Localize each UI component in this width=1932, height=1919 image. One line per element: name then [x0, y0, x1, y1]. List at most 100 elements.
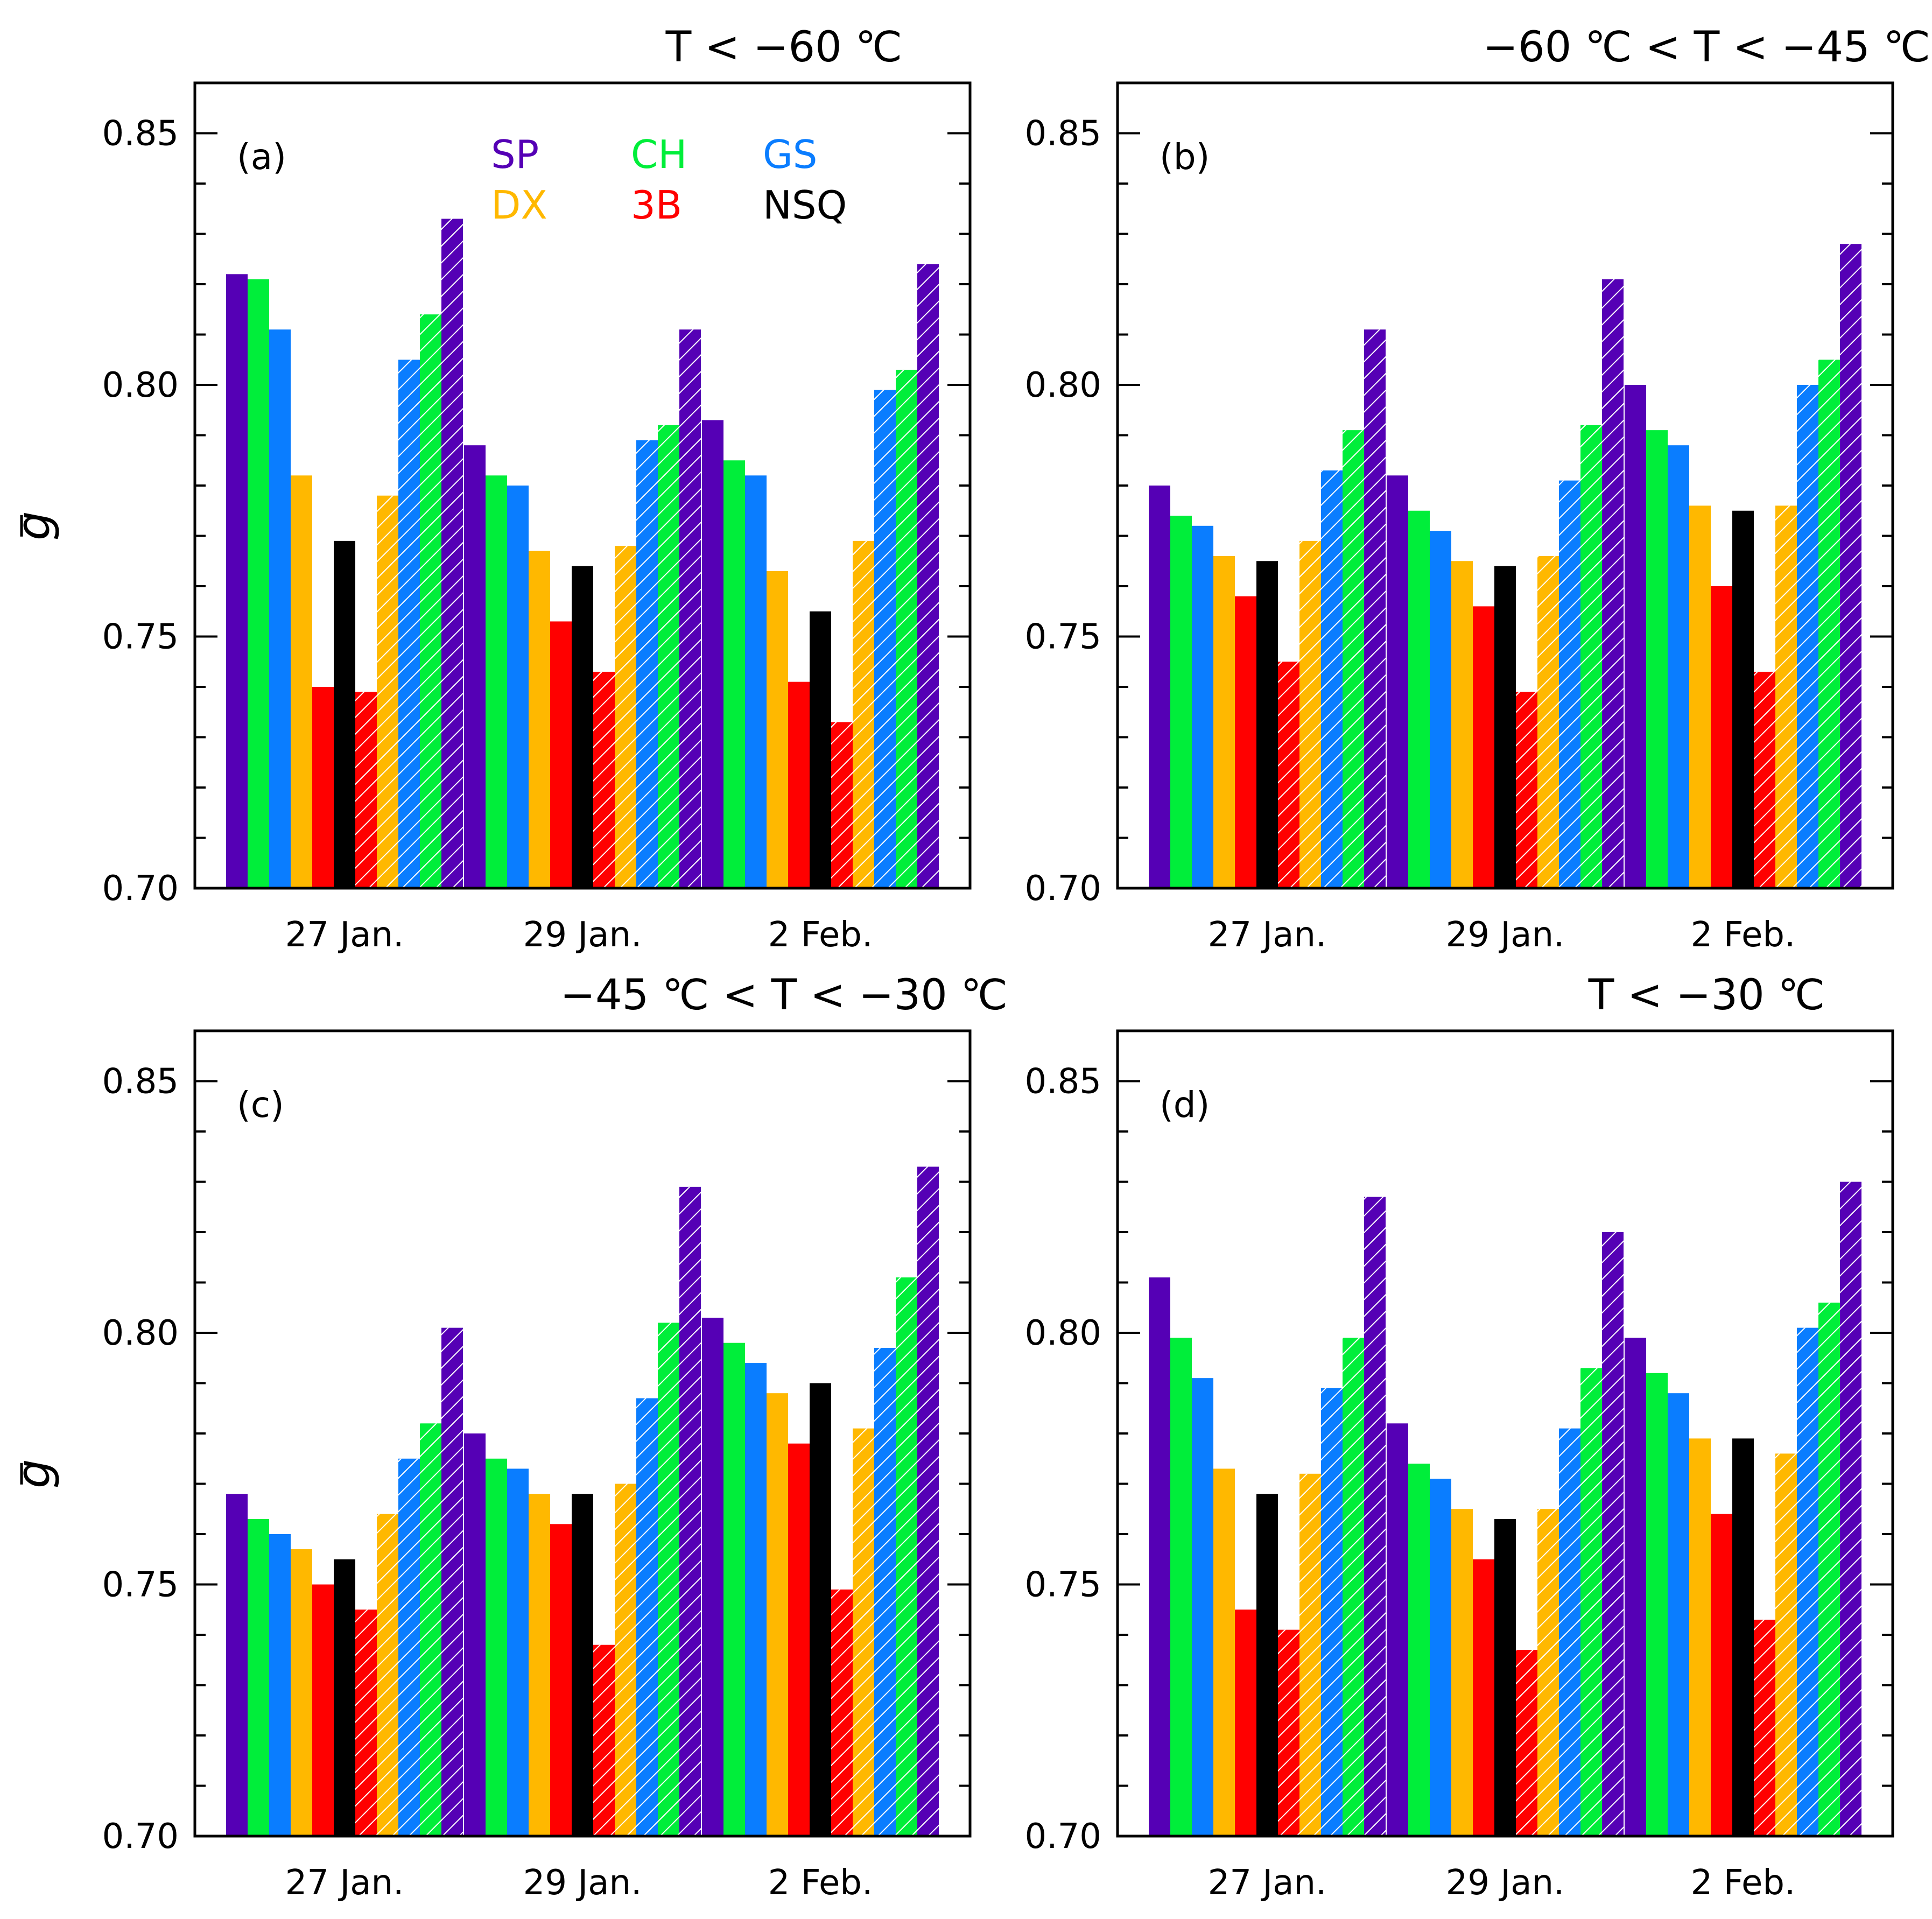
- sp-bar-hatched-2-hatch: [1602, 1232, 1624, 1836]
- dx-bar-3: [767, 571, 788, 888]
- 3b-bar-hatched-3-hatch: [831, 722, 853, 888]
- gs-bar-3: [745, 475, 767, 888]
- category-label: 27 Jan.: [285, 1863, 404, 1903]
- dx-bar-hatched-2-hatch: [1537, 1509, 1559, 1836]
- 3b-bar-hatched-2-hatch: [593, 1644, 615, 1836]
- dx-bar-hatched-3-hatch: [1775, 1453, 1797, 1836]
- gs-bar-1: [269, 1534, 291, 1836]
- dx-bar-hatched-2-hatch: [1537, 556, 1559, 888]
- 3b-bar-hatched-1-hatch: [1278, 1629, 1299, 1836]
- dx-bar-3: [1689, 1438, 1711, 1836]
- dx-bar-1: [1213, 556, 1235, 888]
- y-tick-label: 0.70: [102, 1817, 179, 1857]
- nsq-bar-3: [1732, 510, 1754, 888]
- dx-bar-2: [1451, 561, 1473, 888]
- panel-title: −60 ℃ < T < −45 ℃: [1483, 23, 1931, 72]
- ch-bar-hatched-3-hatch: [1818, 360, 1840, 888]
- dx-bar-3: [1689, 505, 1711, 888]
- sp-bar-3: [702, 420, 723, 888]
- ch-bar-hatched-1-hatch: [1343, 1338, 1364, 1836]
- nsq-bar-1: [334, 540, 355, 888]
- legend-entry-3b: 3B: [631, 182, 682, 228]
- dx-bar-hatched-1-hatch: [1299, 1473, 1321, 1836]
- sp-bar-3: [702, 1317, 723, 1836]
- 3b-bar-3: [1711, 586, 1732, 888]
- y-tick-label: 0.85: [1025, 1062, 1102, 1102]
- legend-entry-gs: GS: [763, 132, 818, 177]
- panel-title: T < −60 ℃: [665, 23, 903, 72]
- category-label: 27 Jan.: [285, 915, 404, 955]
- dx-bar-hatched-2-hatch: [615, 546, 636, 888]
- ch-bar-1: [1170, 1338, 1192, 1836]
- panel-a: 27 Jan. 29 Jan. 2 Feb. 0.70 0.75 0.80 0.85 T < …: [7, 23, 972, 955]
- ch-bar-3: [723, 1342, 745, 1836]
- category-label: 27 Jan.: [1208, 915, 1327, 955]
- y-tick-label: 0.80: [102, 365, 179, 405]
- panel-c: 27 Jan. 29 Jan. 2 Feb. 0.70 0.75 0.80 0.85 −45 …: [7, 971, 1008, 1903]
- nsq-bar-1: [1256, 1494, 1278, 1836]
- 3b-bar-3: [1711, 1514, 1732, 1836]
- nsq-bar-2: [1494, 566, 1516, 888]
- 3b-bar-hatched-3-hatch: [1754, 671, 1775, 888]
- gs-bar-2: [1430, 1479, 1451, 1836]
- dx-bar-hatched-3-hatch: [853, 1428, 874, 1836]
- panels: 27 Jan. 29 Jan. 2 Feb. 0.70 0.75 0.80 0.85 T < …: [7, 23, 1930, 1903]
- dx-bar-2: [1451, 1509, 1473, 1836]
- ch-bar-3: [1646, 430, 1668, 888]
- sp-bar-hatched-2-hatch: [1602, 279, 1624, 888]
- legend-entry-sp: SP: [491, 132, 539, 177]
- 3b-bar-hatched-2-hatch: [1516, 692, 1537, 888]
- dx-bar-2: [529, 1494, 550, 1836]
- sp-bar-hatched-3-hatch: [917, 264, 939, 889]
- gs-bar-2: [507, 486, 529, 888]
- panel-title: −45 ℃ < T < −30 ℃: [560, 971, 1008, 1020]
- nsq-bar-3: [810, 611, 831, 888]
- gs-bar-3: [1668, 445, 1689, 888]
- dx-bar-hatched-1-hatch: [377, 495, 398, 888]
- nsq-bar-2: [572, 566, 593, 888]
- y-tick-label: 0.75: [102, 1565, 179, 1605]
- sp-bar-2: [1387, 475, 1408, 888]
- nsq-bar-1: [334, 1559, 355, 1836]
- ch-bar-2: [486, 475, 507, 888]
- gs-bar-hatched-1-hatch: [398, 1458, 420, 1836]
- 3b-bar-hatched-1-hatch: [1278, 662, 1299, 888]
- nsq-bar-2: [1494, 1519, 1516, 1836]
- category-label: 27 Jan.: [1208, 1863, 1327, 1903]
- category-label: 2 Feb.: [768, 915, 873, 955]
- ch-bar-2: [1408, 510, 1430, 888]
- ch-bar-3: [1646, 1373, 1668, 1836]
- dx-bar-3: [767, 1393, 788, 1836]
- ch-bar-hatched-2-hatch: [658, 1323, 679, 1836]
- y-tick-label: 0.85: [102, 114, 179, 154]
- 3b-bar-1: [312, 1584, 334, 1836]
- nsq-bar-3: [1732, 1438, 1754, 1836]
- gs-bar-hatched-2-hatch: [636, 440, 658, 888]
- sp-bar-hatched-3-hatch: [1840, 244, 1861, 889]
- dx-bar-1: [291, 475, 312, 888]
- y-axis-label: g: [7, 1459, 61, 1489]
- sp-bar-1: [226, 274, 248, 888]
- nsq-bar-3: [810, 1383, 831, 1836]
- gs-bar-1: [1192, 525, 1213, 888]
- gs-bar-hatched-1-hatch: [1321, 1388, 1343, 1836]
- dx-bar-1: [291, 1549, 312, 1836]
- sp-bar-1: [226, 1494, 248, 1836]
- ch-bar-3: [723, 460, 745, 888]
- ch-bar-1: [248, 279, 269, 888]
- panel-label: (d): [1160, 1084, 1210, 1126]
- ch-bar-2: [486, 1458, 507, 1836]
- gs-bar-hatched-2-hatch: [1559, 480, 1580, 888]
- 3b-bar-1: [312, 687, 334, 888]
- ch-bar-hatched-3-hatch: [1818, 1302, 1840, 1836]
- category-label: 29 Jan.: [1446, 915, 1565, 955]
- sp-bar-3: [1625, 1338, 1646, 1836]
- ch-bar-2: [1408, 1464, 1430, 1836]
- category-label: 2 Feb.: [768, 1863, 873, 1903]
- ch-bar-hatched-3-hatch: [896, 369, 917, 888]
- dx-bar-hatched-2-hatch: [615, 1484, 636, 1836]
- gs-bar-2: [1430, 531, 1451, 888]
- y-tick-label: 0.80: [102, 1313, 179, 1353]
- y-tick-label: 0.75: [1025, 1565, 1102, 1605]
